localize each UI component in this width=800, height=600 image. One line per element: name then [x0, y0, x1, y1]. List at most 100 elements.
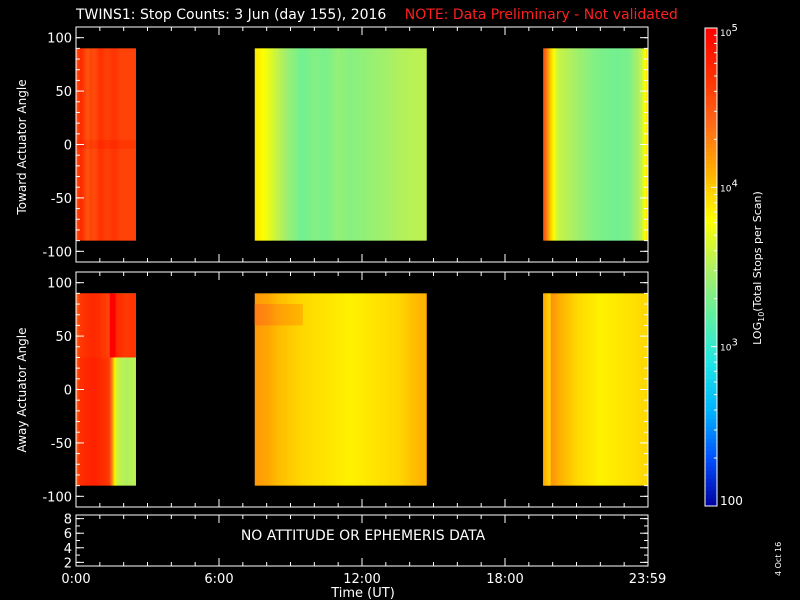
heatmap-column-1-1	[373, 293, 376, 486]
heatmap-column-0-2	[569, 48, 571, 241]
heatmap-column-0-2	[553, 48, 556, 241]
colorbar-segment	[705, 502, 717, 507]
heatmap-band-0-0	[98, 140, 101, 149]
heatmap-column-1-2	[603, 293, 606, 486]
heatmap-column-0-2	[549, 48, 551, 241]
heatmap-column-1-1	[376, 293, 378, 486]
heatmap-column-1-2	[624, 293, 626, 486]
heatmap-column-1-1	[359, 293, 362, 486]
heatmap-column-1-1	[352, 293, 355, 486]
heatmap-column-0-2	[550, 48, 552, 241]
heatmap-column-1-1	[288, 293, 290, 486]
y-tick-label-0: 50	[55, 85, 72, 100]
heatmap-column-0-1	[359, 48, 362, 241]
heatmap-column-1-2	[588, 293, 591, 486]
heatmap-band-0-0	[129, 140, 132, 149]
heatmap-band-0-0	[114, 140, 116, 149]
heatmap-column-0-1	[311, 48, 314, 241]
heatmap-column-1-1	[365, 293, 368, 486]
heatmap-column-1-1	[408, 293, 411, 486]
colorbar-tick-label: 100	[720, 494, 743, 508]
heatmap-column-0-2	[589, 48, 592, 241]
heatmap-column-1-0	[84, 293, 86, 486]
heatmap-column-1-1	[273, 293, 276, 486]
heatmap-column-1-1	[322, 293, 325, 486]
heatmap-column-1-2	[626, 293, 629, 486]
heatmap-column-1-1	[419, 293, 421, 486]
heatmap-column-0-1	[362, 48, 364, 241]
heatmap-column-1-1	[319, 293, 321, 486]
heatmap-band-1-1	[92, 293, 95, 358]
heatmap-column-0-1	[394, 48, 396, 241]
colorbar-segment	[705, 67, 717, 73]
heatmap-column-1-1	[377, 293, 380, 486]
heatmap-band-1-2	[298, 304, 301, 326]
heatmap-band-1-0	[116, 293, 119, 358]
heatmap-column-1-0	[99, 293, 102, 486]
heatmap-band-1-1	[91, 293, 94, 358]
heatmap-column-0-1	[415, 48, 418, 241]
away-heatmap	[76, 293, 648, 486]
colorbar-segment	[705, 290, 717, 296]
heatmap-band-1-2	[295, 304, 297, 326]
heatmap-column-0-1	[310, 48, 313, 241]
heatmap-column-0-1	[269, 48, 271, 241]
colorbar-segment	[705, 494, 717, 499]
colorbar-segment	[705, 79, 717, 85]
colorbar-segment	[705, 111, 717, 117]
heatmap-column-0-2	[558, 48, 561, 241]
heatmap-column-0-1	[403, 48, 406, 241]
heatmap-band-1-0	[127, 293, 129, 358]
heatmap-column-0-1	[286, 48, 289, 241]
heatmap-column-0-2	[601, 48, 604, 241]
heatmap-column-0-1	[301, 48, 303, 241]
colorbar-segment	[705, 422, 717, 427]
heatmap-column-1-1	[264, 293, 266, 486]
heatmap-band-0-0	[112, 140, 115, 149]
heatmap-band-1-3	[544, 293, 546, 486]
colorbar-segment	[705, 35, 717, 41]
heatmap-column-1-1	[276, 293, 278, 486]
heatmap-column-1-1	[305, 293, 308, 486]
heatmap-column-0-2	[600, 48, 602, 241]
heatmap-column-1-1	[348, 293, 351, 486]
heatmap-column-1-2	[553, 293, 556, 486]
heatmap-column-1-1	[258, 293, 260, 486]
heatmap-band-1-1	[101, 293, 103, 358]
colorbar-segment	[705, 83, 717, 89]
heatmap-column-1-1	[382, 293, 384, 486]
heatmap-column-0-1	[313, 48, 315, 241]
heatmap-column-0-1	[307, 48, 309, 241]
heatmap-column-0-2	[566, 48, 569, 241]
heatmap-band-0-0	[133, 140, 135, 149]
date-stamp: 4 Oct 16	[774, 541, 783, 576]
colorbar-segment	[705, 99, 717, 105]
heatmap-column-0-1	[254, 48, 257, 241]
colorbar-segment	[705, 282, 717, 288]
heatmap-band-1-0	[114, 293, 116, 358]
heatmap-column-0-1	[422, 48, 425, 241]
colorbar-segment	[705, 127, 717, 133]
colorbar-segment	[705, 195, 717, 200]
title-main: TWINS1: Stop Counts: 3 Jun (day 155), 20…	[76, 7, 387, 23]
heatmap-band-0-0	[90, 140, 92, 149]
y-tick-label-0: 0	[64, 139, 72, 154]
colorbar-segment	[705, 294, 717, 300]
heatmap-column-0-1	[314, 48, 316, 241]
colorbar-segment	[705, 386, 717, 391]
heatmap-band-1-1	[85, 293, 88, 358]
heatmap-band-1-1	[79, 293, 82, 358]
heatmap-column-0-1	[258, 48, 260, 241]
heatmap-column-1-2	[628, 293, 631, 486]
heatmap-column-1-1	[346, 293, 349, 486]
heatmap-column-1-1	[375, 293, 377, 486]
heatmap-column-0-1	[391, 48, 394, 241]
heatmap-column-0-1	[344, 48, 346, 241]
colorbar-segment	[705, 63, 717, 69]
heatmap-column-0-2	[596, 48, 599, 241]
heatmap-column-1-2	[582, 293, 585, 486]
heatmap-band-0-0	[111, 140, 114, 149]
heatmap-column-0-1	[291, 48, 294, 241]
heatmap-column-1-1	[294, 293, 296, 486]
